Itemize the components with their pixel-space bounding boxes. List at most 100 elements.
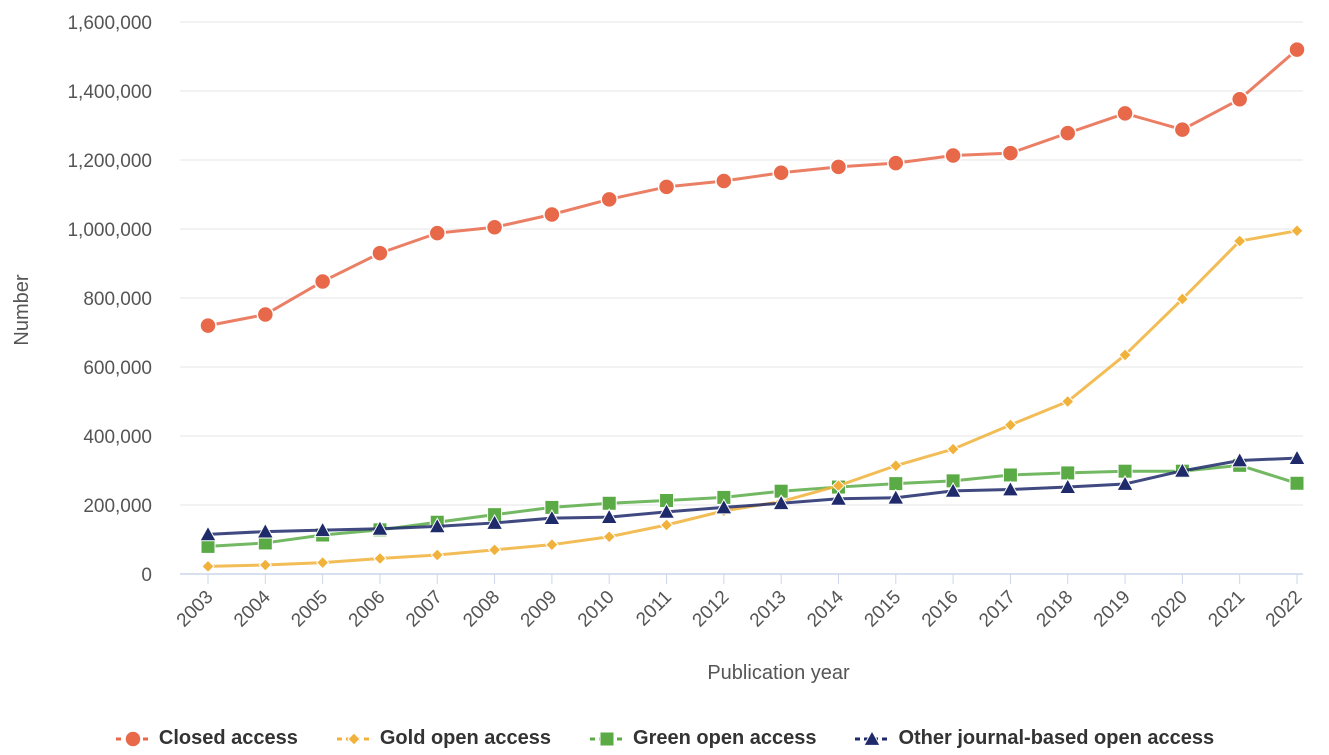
data-point — [258, 558, 273, 572]
y-tick-label: 1,000,000 — [67, 220, 152, 241]
data-point — [657, 178, 676, 196]
legend-marker — [124, 729, 142, 748]
data-point — [772, 164, 790, 182]
x-tick-label: 2022 — [1262, 587, 1307, 632]
data-point — [1173, 120, 1192, 139]
data-point — [313, 272, 332, 291]
data-point — [772, 494, 791, 511]
data-point — [1288, 40, 1306, 59]
data-point — [714, 498, 733, 515]
y-tick-label: 600,000 — [83, 358, 152, 379]
data-point — [543, 509, 561, 526]
data-point — [543, 205, 561, 224]
x-tick-label: 2009 — [517, 587, 562, 632]
data-point — [371, 244, 389, 262]
data-point — [888, 476, 904, 492]
x-tick-label: 2006 — [345, 587, 390, 632]
data-point — [600, 190, 618, 209]
legend-item-other-journal-based-open-access[interactable]: Other journal-based open access — [854, 727, 1214, 750]
data-point — [602, 530, 616, 544]
data-point — [1002, 467, 1018, 483]
data-point — [1061, 394, 1075, 409]
x-tick-label: 2011 — [632, 587, 676, 631]
x-tick-label: 2017 — [975, 587, 1020, 632]
x-tick-label: 2015 — [861, 587, 906, 632]
data-point — [430, 548, 444, 562]
data-point — [600, 508, 619, 524]
x-tick-label: 2003 — [173, 587, 218, 632]
data-point — [201, 559, 215, 574]
data-point — [1118, 348, 1132, 362]
series-gold-open-access — [201, 224, 1304, 574]
data-point — [1173, 461, 1192, 478]
y-axis-tick-labels: 0 200,000 400,000 600,000 800,000 1,000,000 1,… — [67, 13, 152, 586]
y-tick-label: 1,600,000 — [67, 13, 152, 34]
triangle-marker-icon — [855, 729, 890, 746]
data-point — [1289, 475, 1305, 491]
data-point — [256, 305, 275, 324]
gridlines — [180, 21, 1303, 575]
legend-item-green-open-access[interactable]: Green open access — [589, 727, 816, 750]
x-tick-label: 2013 — [746, 587, 791, 632]
data-point — [657, 502, 676, 519]
legend-label: Closed access — [158, 727, 298, 749]
x-tick-label: 2012 — [689, 587, 734, 632]
x-tick-label: 2004 — [230, 586, 275, 631]
data-point — [1232, 234, 1247, 248]
x-tick-label: 2010 — [574, 587, 619, 632]
data-point — [313, 521, 332, 538]
circle-marker-icon — [115, 729, 150, 748]
data-point — [1116, 474, 1134, 491]
data-point — [944, 146, 962, 165]
legend-label: Green open access — [633, 727, 817, 749]
data-point — [485, 218, 504, 237]
data-point — [1001, 144, 1020, 162]
legend-marker — [863, 729, 882, 746]
legend-label: Gold open access — [379, 727, 552, 749]
data-point — [315, 555, 330, 570]
y-tick-label: 200,000 — [83, 496, 152, 517]
y-tick-label: 1,400,000 — [67, 82, 152, 103]
data-point — [1290, 224, 1304, 238]
x-tick-label: 2016 — [918, 587, 963, 632]
legend-item-gold-open-access[interactable]: Gold open access — [336, 727, 551, 750]
x-tick-label: 2018 — [1033, 587, 1078, 632]
data-point — [428, 224, 447, 242]
legend: Closed access Gold open access Green open … — [0, 727, 1329, 750]
legend-marker — [599, 731, 615, 746]
data-point — [715, 172, 733, 190]
data-point — [1003, 418, 1018, 432]
series-line — [207, 48, 1298, 328]
series-other-journal-based-open-access — [199, 449, 1306, 542]
data-point — [829, 489, 848, 506]
x-tick-label: 2007 — [402, 587, 447, 632]
data-point — [487, 543, 502, 557]
data-point — [199, 525, 217, 542]
series-closed-access — [199, 40, 1306, 335]
series-lines — [199, 40, 1306, 574]
data-point — [1058, 124, 1077, 142]
x-axis-title: Publication year — [707, 662, 850, 684]
data-point — [1060, 465, 1076, 481]
y-tick-label: 800,000 — [83, 289, 152, 310]
data-point — [829, 158, 848, 176]
square-marker-icon — [590, 731, 625, 746]
x-tick-label: 2008 — [459, 587, 504, 632]
data-point — [256, 522, 275, 539]
data-point — [889, 458, 903, 473]
data-point — [485, 513, 504, 530]
data-point — [1175, 292, 1190, 306]
data-point — [886, 488, 905, 505]
y-tick-label: 400,000 — [83, 427, 152, 448]
data-point — [944, 481, 962, 498]
data-point — [545, 537, 559, 552]
line-chart-plot: 0 200,000 400,000 600,000 800,000 1,000,000 1,… — [11, 13, 1307, 684]
x-tick-label: 2005 — [287, 587, 332, 632]
legend-item-closed-access[interactable]: Closed access — [115, 727, 298, 750]
data-point — [1058, 478, 1077, 494]
data-point — [428, 517, 447, 534]
legend-label: Other journal-based open access — [898, 727, 1215, 749]
data-point — [1116, 104, 1134, 123]
diamond-marker-icon — [336, 731, 371, 746]
